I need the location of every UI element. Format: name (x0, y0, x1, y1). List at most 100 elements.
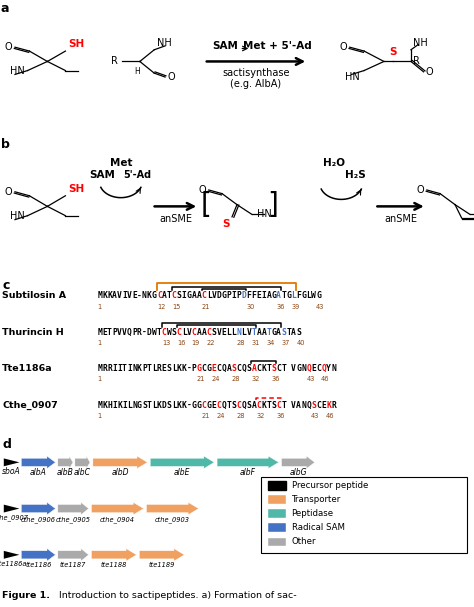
Text: C: C (237, 401, 241, 410)
Text: Q: Q (241, 364, 246, 373)
Text: G: G (296, 364, 301, 373)
Text: V: V (246, 328, 251, 337)
FancyArrow shape (21, 549, 55, 561)
Text: Figure 1.: Figure 1. (2, 591, 50, 600)
Text: Other: Other (292, 537, 316, 546)
Text: 36: 36 (276, 304, 285, 310)
Bar (268, 538, 286, 546)
Text: V: V (117, 291, 122, 300)
Text: C: C (202, 291, 207, 300)
Text: E: E (162, 364, 167, 373)
Text: C: C (191, 328, 197, 337)
Text: S: S (389, 47, 397, 57)
Text: R: R (111, 56, 118, 66)
Text: K: K (182, 364, 187, 373)
Text: d: d (2, 438, 11, 452)
Text: P: P (142, 364, 147, 373)
Text: A: A (276, 328, 281, 337)
Text: G: G (207, 401, 211, 410)
Text: 46: 46 (326, 413, 335, 419)
Text: E: E (211, 364, 217, 373)
Text: HN: HN (257, 209, 272, 219)
Text: Transporter: Transporter (292, 495, 341, 504)
Text: 21: 21 (202, 304, 210, 310)
Text: G: G (316, 291, 321, 300)
Text: G: G (197, 401, 201, 410)
Text: A: A (112, 291, 117, 300)
Text: Q: Q (321, 364, 326, 373)
Text: T: T (282, 401, 286, 410)
Text: I: I (127, 364, 132, 373)
Text: albB: albB (57, 469, 74, 478)
Text: E: E (256, 291, 261, 300)
Text: 28: 28 (231, 376, 240, 382)
Text: E: E (222, 328, 227, 337)
Text: T: T (282, 291, 286, 300)
Text: 13: 13 (162, 340, 170, 346)
Text: C: C (276, 364, 281, 373)
Text: G: G (271, 291, 276, 300)
Text: C: C (157, 291, 162, 300)
Text: R: R (107, 364, 112, 373)
Text: O: O (340, 42, 347, 52)
Text: L: L (152, 401, 157, 410)
Text: L: L (172, 401, 177, 410)
Text: L: L (231, 328, 237, 337)
Text: T: T (266, 328, 271, 337)
Text: T: T (107, 328, 112, 337)
Text: SH: SH (68, 39, 84, 49)
Text: L: L (182, 328, 187, 337)
Text: Introduction to sactipeptides. a) Formation of sac-: Introduction to sactipeptides. a) Format… (53, 591, 297, 600)
Text: T: T (282, 364, 286, 373)
Text: b: b (1, 138, 10, 151)
Text: 16: 16 (177, 340, 185, 346)
Text: N: N (132, 364, 137, 373)
Text: HN: HN (10, 211, 25, 221)
Text: SAM: SAM (89, 170, 115, 180)
Text: -: - (142, 328, 147, 337)
Text: 1: 1 (97, 413, 101, 419)
Text: N: N (142, 291, 147, 300)
Text: R: R (157, 364, 162, 373)
FancyArrow shape (93, 456, 147, 469)
Text: H: H (135, 67, 140, 76)
FancyArrow shape (91, 549, 137, 561)
Text: 40: 40 (296, 340, 305, 346)
Text: C: C (177, 328, 182, 337)
Text: C: C (202, 364, 207, 373)
Text: N: N (132, 401, 137, 410)
Bar (268, 481, 286, 490)
Text: G: G (137, 401, 142, 410)
Text: S: S (296, 328, 301, 337)
Text: D: D (241, 291, 246, 300)
Text: V: V (187, 328, 191, 337)
Text: A: A (197, 328, 201, 337)
Text: P: P (112, 328, 117, 337)
Text: 28: 28 (237, 340, 245, 346)
Text: T: T (266, 401, 271, 410)
Text: D: D (147, 328, 152, 337)
Text: I: I (122, 401, 127, 410)
Text: 21: 21 (202, 413, 210, 419)
Text: tte1186a: tte1186a (0, 561, 27, 567)
Text: 34: 34 (266, 340, 275, 346)
Text: Thurincin H: Thurincin H (2, 328, 64, 337)
Text: C: C (217, 364, 221, 373)
Text: Met: Met (109, 158, 132, 168)
Text: C: C (316, 364, 321, 373)
Text: albC: albC (74, 469, 91, 478)
Text: E: E (311, 364, 316, 373)
Text: 15: 15 (172, 304, 180, 310)
Text: C: C (217, 401, 221, 410)
Text: H₂O: H₂O (323, 158, 345, 168)
Text: W: W (311, 291, 316, 300)
Text: M: M (97, 291, 102, 300)
Text: T: T (286, 328, 291, 337)
Text: K: K (147, 291, 152, 300)
Text: S: S (142, 401, 147, 410)
Text: E: E (132, 291, 137, 300)
Text: R: R (102, 364, 107, 373)
Text: S: S (246, 364, 251, 373)
Text: sboA: sboA (2, 467, 21, 476)
Bar (268, 523, 286, 532)
